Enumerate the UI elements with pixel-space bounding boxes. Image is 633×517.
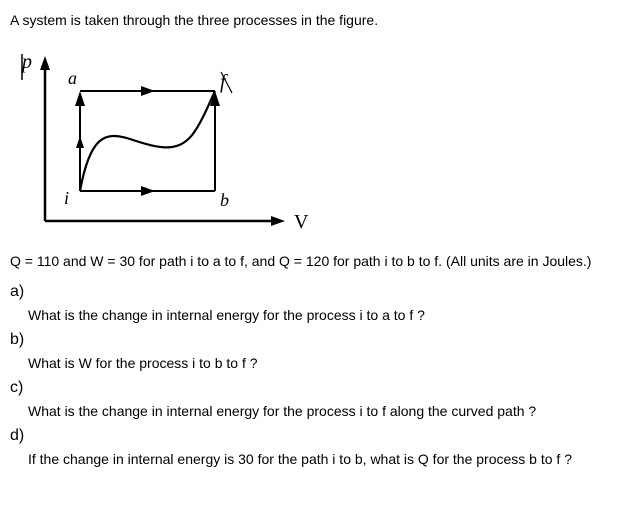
point-i-label: i	[64, 188, 69, 208]
point-a-label: a	[68, 68, 77, 88]
part-c-question: What is the change in internal energy fo…	[28, 403, 623, 419]
part-a-question: What is the change in internal energy fo…	[28, 307, 623, 323]
part-b-question: What is W for the process i to b to f ?	[28, 355, 623, 371]
axis-v-label: V	[294, 211, 309, 233]
part-b-label: b)	[10, 331, 623, 349]
part-d-question: If the change in internal energy is 30 f…	[28, 451, 623, 467]
point-b-label: b	[220, 190, 229, 210]
part-d-label: d)	[10, 427, 623, 445]
part-c-label: c)	[10, 379, 623, 397]
pv-diagram: p V i a f b	[10, 36, 623, 241]
part-a-label: a)	[10, 283, 623, 301]
given-values: Q = 110 and W = 30 for path i to a to f,…	[10, 253, 623, 269]
intro-text: A system is taken through the three proc…	[10, 12, 623, 28]
